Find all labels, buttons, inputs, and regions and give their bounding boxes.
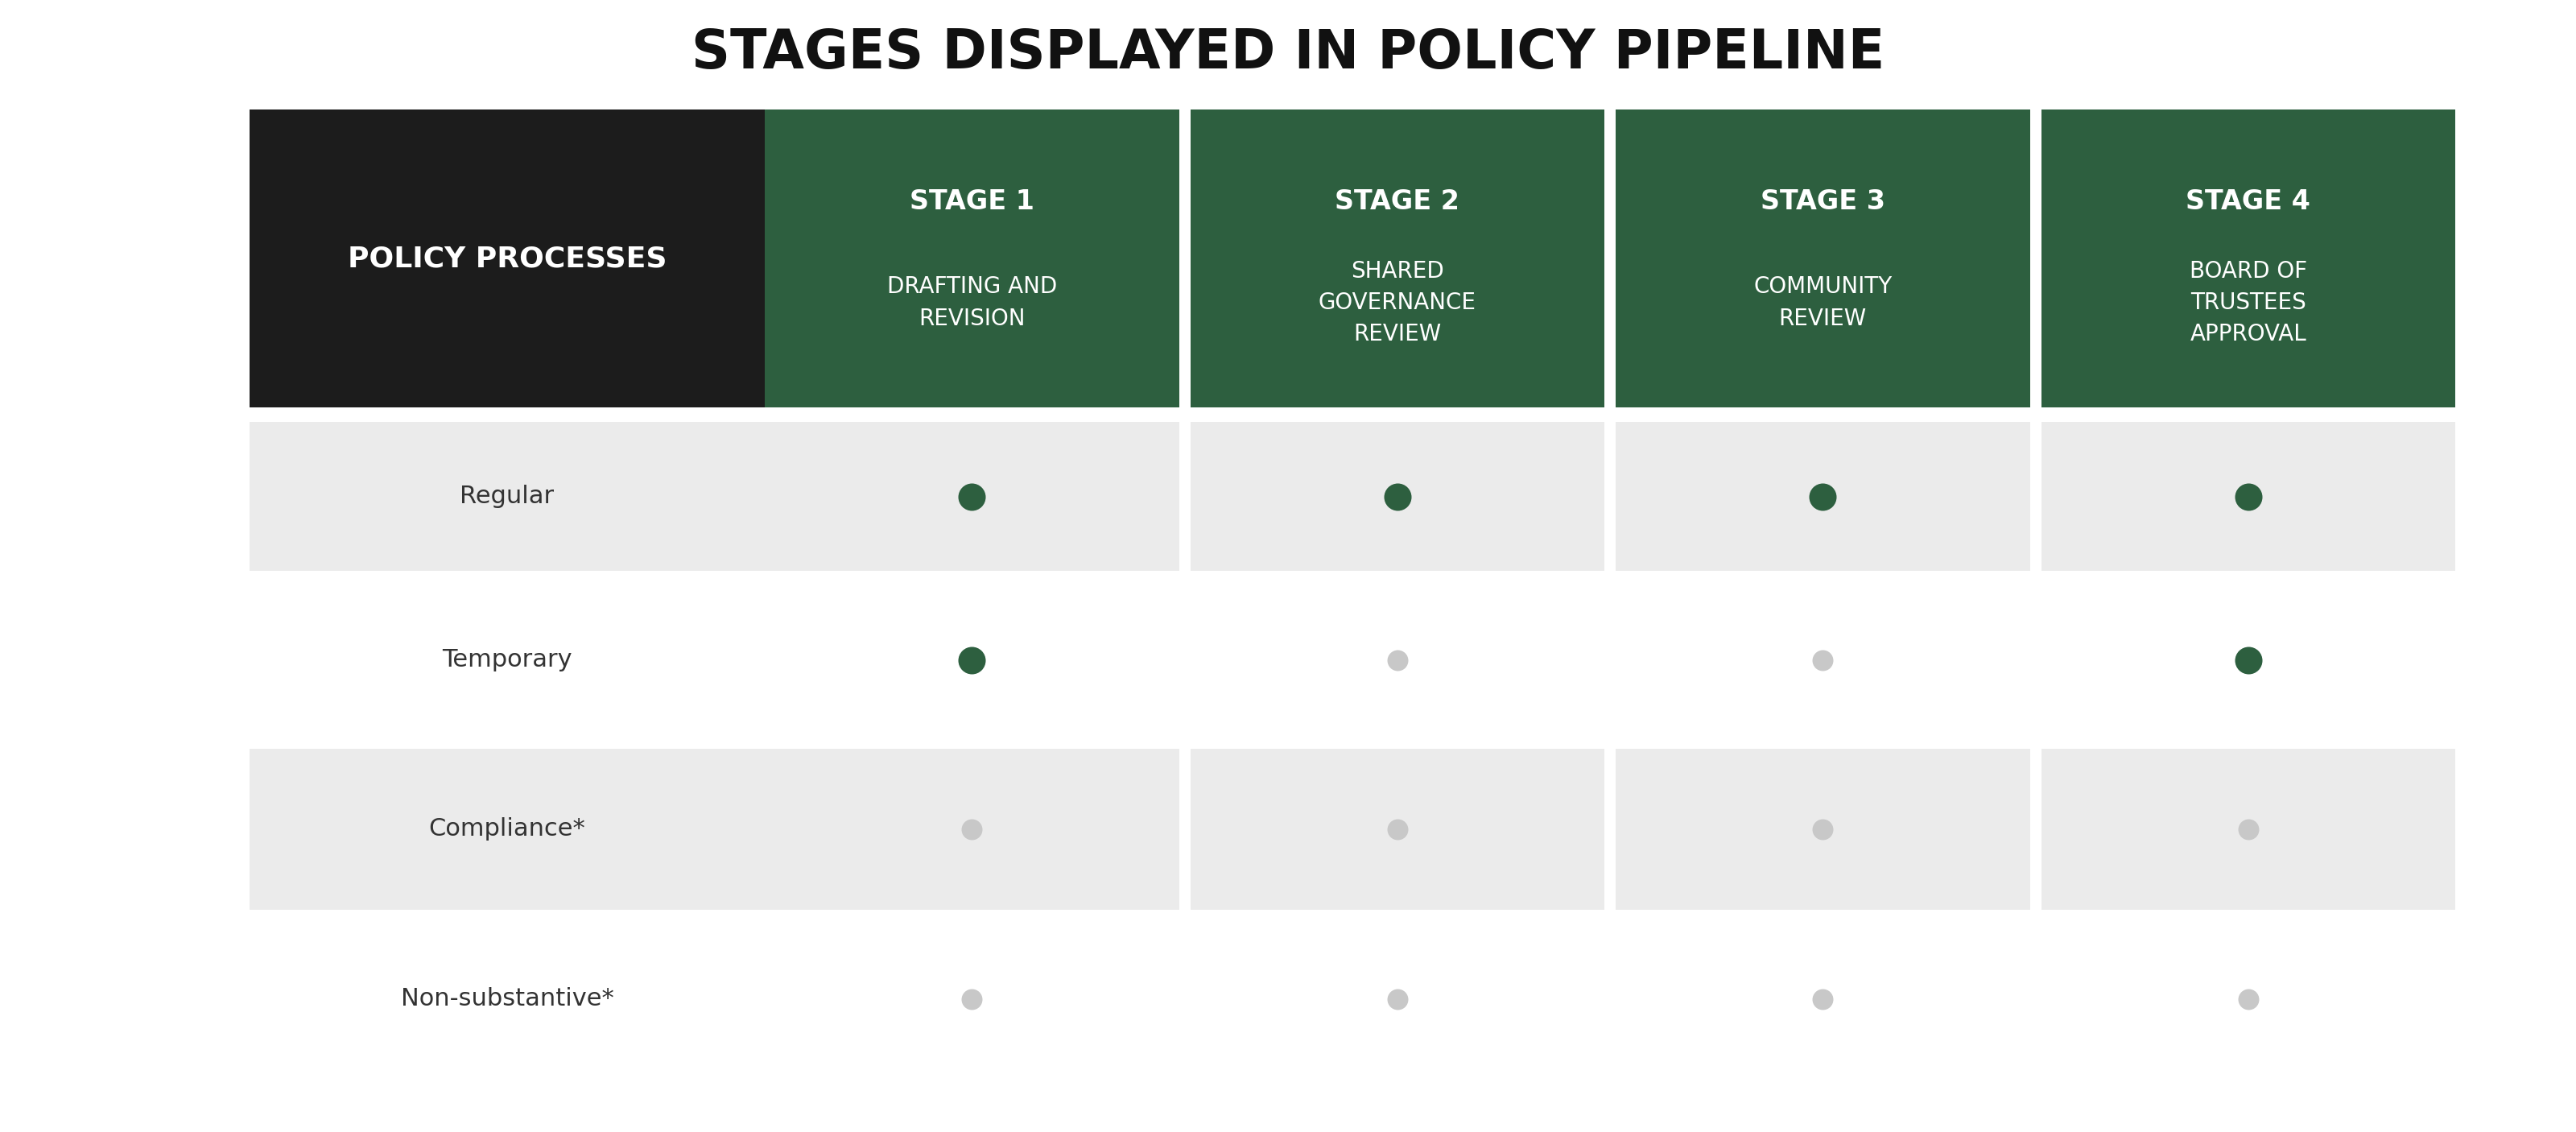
FancyBboxPatch shape [1190, 110, 1605, 408]
FancyBboxPatch shape [1615, 748, 2030, 910]
Point [2228, 821, 2269, 839]
Point [1376, 487, 1417, 505]
Text: Compliance*: Compliance* [428, 817, 585, 841]
Point [951, 651, 992, 669]
Point [1803, 651, 1844, 669]
Text: Regular: Regular [461, 484, 554, 508]
Text: Non-substantive*: Non-substantive* [402, 987, 613, 1011]
Text: STAGE 1: STAGE 1 [909, 189, 1033, 215]
FancyBboxPatch shape [765, 422, 1180, 571]
Point [1376, 821, 1417, 839]
Text: COMMUNITY
REVIEW: COMMUNITY REVIEW [1754, 276, 1891, 329]
Point [1803, 487, 1844, 505]
FancyBboxPatch shape [2040, 422, 2455, 571]
FancyBboxPatch shape [765, 748, 1180, 910]
Text: DRAFTING AND
REVISION: DRAFTING AND REVISION [886, 276, 1056, 329]
Text: STAGE 4: STAGE 4 [2187, 189, 2311, 215]
FancyBboxPatch shape [1615, 110, 2030, 408]
FancyBboxPatch shape [250, 585, 2455, 735]
FancyBboxPatch shape [1615, 422, 2030, 571]
Point [2228, 989, 2269, 1007]
Point [1376, 651, 1417, 669]
Point [1376, 989, 1417, 1007]
FancyBboxPatch shape [765, 110, 1180, 408]
Point [1803, 989, 1844, 1007]
FancyBboxPatch shape [2040, 110, 2455, 408]
Point [951, 989, 992, 1007]
FancyBboxPatch shape [250, 925, 2455, 1073]
Text: POLICY PROCESSES: POLICY PROCESSES [348, 245, 667, 272]
FancyBboxPatch shape [250, 748, 765, 910]
Text: Temporary: Temporary [443, 649, 572, 671]
Text: STAGE 2: STAGE 2 [1334, 189, 1461, 215]
FancyBboxPatch shape [1190, 422, 1605, 571]
FancyBboxPatch shape [250, 110, 765, 408]
Text: SHARED
GOVERNANCE
REVIEW: SHARED GOVERNANCE REVIEW [1319, 260, 1476, 345]
Point [951, 821, 992, 839]
Text: STAGE 3: STAGE 3 [1759, 189, 1886, 215]
Point [2228, 487, 2269, 505]
Point [1803, 821, 1844, 839]
Point [951, 487, 992, 505]
FancyBboxPatch shape [2040, 748, 2455, 910]
Point [2228, 651, 2269, 669]
Text: STAGES DISPLAYED IN POLICY PIPELINE: STAGES DISPLAYED IN POLICY PIPELINE [690, 26, 1886, 79]
FancyBboxPatch shape [1190, 748, 1605, 910]
Text: BOARD OF
TRUSTEES
APPROVAL: BOARD OF TRUSTEES APPROVAL [2190, 260, 2308, 345]
FancyBboxPatch shape [250, 422, 765, 571]
